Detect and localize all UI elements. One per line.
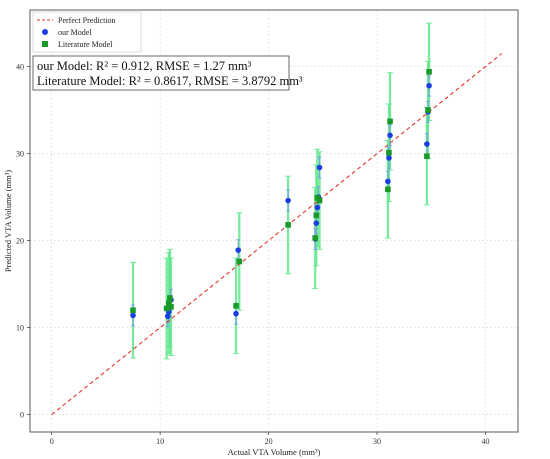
y-tick-label: 30	[16, 150, 24, 159]
data-markers	[130, 68, 432, 320]
y-tick-label: 10	[16, 324, 24, 333]
literature-model-point	[385, 186, 391, 193]
literature-model-point	[313, 212, 320, 219]
legend-box	[32, 11, 142, 53]
literature-model-metrics-text: Literature Model: R² = 0.8617, RMSE = 3.…	[37, 74, 303, 88]
literature-model-point	[166, 300, 172, 307]
our-model-point	[285, 197, 291, 204]
x-tick-label: 0	[50, 437, 54, 446]
metrics-annotation-box	[32, 55, 290, 91]
legend-label-our-model: our Model	[58, 28, 92, 37]
x-tick-label: 10	[156, 437, 164, 446]
our-model-point	[314, 204, 321, 211]
our-model-point	[426, 82, 432, 89]
literature-model-point	[130, 307, 136, 313]
our-model-point	[316, 164, 323, 171]
legend-label-literature-model: Literature Model	[58, 40, 113, 49]
literature-model-point	[386, 149, 392, 156]
literature-model-point	[236, 258, 243, 265]
y-tick-label: 40	[16, 63, 24, 72]
our-model-point	[130, 312, 136, 319]
literature-model-point	[168, 303, 174, 310]
literature-model-point	[425, 107, 431, 113]
x-tick-label: 40	[481, 437, 489, 446]
our-model-point	[385, 178, 391, 185]
our-model-point	[164, 313, 171, 320]
literature-model-point	[163, 305, 170, 312]
literature-model-point	[233, 303, 239, 309]
y-tick-label: 20	[16, 237, 24, 246]
literature-model-point	[285, 222, 291, 228]
legend: Perfect Prediction our Model Literature …	[32, 11, 142, 53]
x-axis-label: Actual VTA Volume (mm³)	[228, 447, 321, 457]
our-model-point	[313, 220, 320, 226]
literature-model-point	[312, 235, 319, 241]
literature-model-point	[316, 197, 323, 204]
perfect-prediction-line	[51, 53, 503, 416]
legend-label-perfect-prediction: Perfect Prediction	[58, 16, 116, 25]
legend-swatch-literature-model	[42, 41, 48, 47]
our-model-point	[424, 141, 430, 147]
metrics-annotation: our Model: R² = 0.912, RMSE = 1.27 mm³ L…	[32, 55, 303, 91]
our-model-point	[233, 310, 239, 317]
y-tick-label: 0	[20, 411, 24, 420]
literature-model-point	[426, 68, 432, 75]
our-model-point	[387, 132, 393, 139]
plot-frame	[29, 9, 519, 433]
literature-model-point	[424, 153, 430, 159]
literature-model-point	[167, 295, 173, 301]
y-axis-label: Predicted VTA Volume (mm³)	[3, 170, 13, 272]
axis-ticks: 0 10 20 30 40 0 10 20 30 40	[16, 63, 489, 446]
x-tick-label: 30	[373, 437, 381, 446]
x-tick-label: 20	[265, 437, 273, 446]
our-model-point	[235, 247, 242, 253]
legend-swatch-our-model	[42, 29, 48, 35]
literature-model-point	[387, 118, 393, 125]
our-model-metrics-text: our Model: R² = 0.912, RMSE = 1.27 mm³	[37, 59, 252, 73]
our-model-point	[386, 155, 392, 161]
